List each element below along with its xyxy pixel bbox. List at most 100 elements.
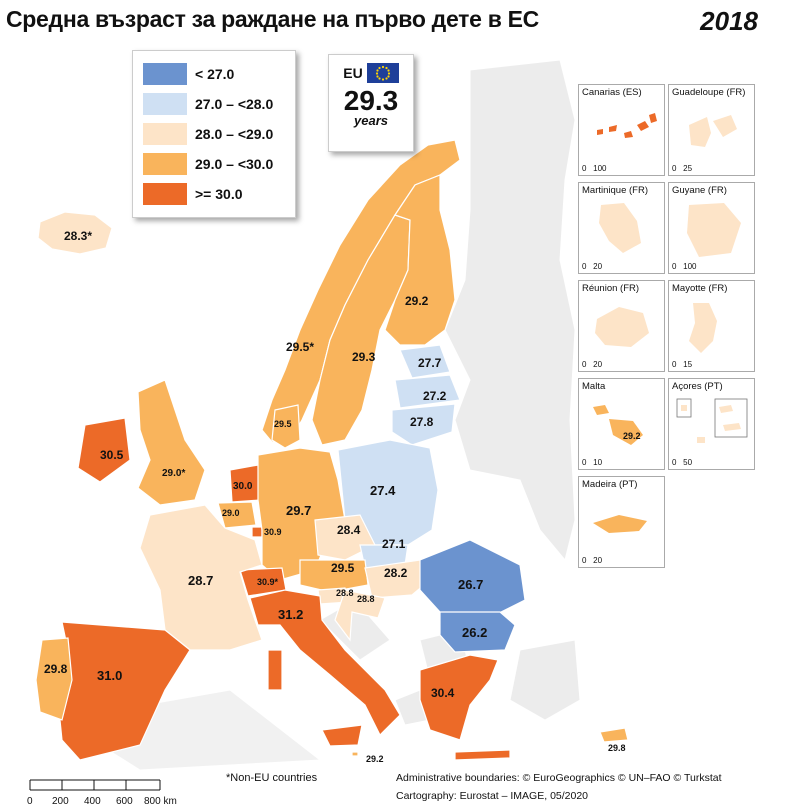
region-croatia [334,589,386,642]
region-romania [419,539,526,616]
inset-name: Guadeloupe (FR) [672,87,746,98]
value-denmark: 29.5 [274,419,292,429]
legend-item: >= 30.0 [143,183,243,205]
region-cyprus [599,727,629,743]
legend-swatch [143,123,187,145]
inset-reunion: Réunion (FR) 0 20 [578,280,665,372]
value-hungary: 28.2 [384,566,408,580]
eu-label: EU [343,65,363,81]
value-luxembourg: 30.9 [264,527,282,537]
legend-item: 29.0 – <30.0 [143,153,273,175]
region-ireland [77,417,131,483]
region-estonia [399,344,451,379]
inset-name: Guyane (FR) [672,185,727,196]
region-uk [137,379,206,506]
year-label: 2018 [700,6,758,36]
inset-name: Martinique (FR) [582,185,648,196]
legend-label: >= 30.0 [195,186,243,202]
value-czechia: 28.4 [337,523,361,537]
value-estonia: 27.7 [418,356,442,370]
region-norway [261,139,461,443]
legend-label: 27.0 – <28.0 [195,96,274,112]
inset-name: Mayotte (FR) [672,283,728,294]
legend-label: < 27.0 [195,66,235,82]
inset-scale: 0 10 [582,458,603,467]
inset-scale: 0 20 [582,360,603,369]
inset-canarias: Canarias (ES) 0 100 [578,84,665,176]
credits-boundaries: Administrative boundaries: © EuroGeograp… [396,772,722,784]
value-cyprus: 29.8 [608,743,626,753]
inset-name: Malta [582,381,606,392]
inset-madeira: Madeira (PT) 0 20 [578,476,665,568]
legend-swatch [143,153,187,175]
scale-label: 800 km [144,796,177,807]
value-portugal: 29.8 [44,662,68,676]
value-germany: 29.7 [286,503,312,518]
inset-malta: Malta 29.2 0 10 [578,378,665,470]
inset-scale: 0 25 [672,164,693,173]
value-norway: 29.5* [286,340,315,354]
inset-scale: 0 100 [582,164,607,173]
region-sicily [321,724,363,747]
legend-item: < 27.0 [143,63,234,85]
region-greece [419,654,499,741]
inset-name: Madeira (PT) [582,479,638,490]
inset-scale: 0 50 [672,458,693,467]
map-title: Средна възраст за раждане на първо дете … [6,6,539,32]
value-france: 28.7 [188,573,214,588]
region-sardinia [267,649,283,691]
value-finland: 29.2 [405,294,429,308]
value-spain: 31.0 [97,668,123,683]
region-malta [351,751,359,757]
legend-item: 28.0 – <29.0 [143,123,273,145]
value-lithuania: 27.8 [410,415,434,429]
inset-guyane: Guyane (FR) 0 100 [668,182,755,274]
value-slovenia: 28.8 [336,588,354,598]
legend-swatch [143,93,187,115]
value-netherlands: 30.0 [233,481,253,492]
region-finland [384,174,456,346]
region-portugal [35,637,73,721]
value-poland: 27.4 [370,483,396,498]
inset-name: Açores (PT) [672,381,723,392]
region-bulgaria [439,611,516,653]
eu-average-box: EU 29.3 years [328,54,414,152]
scale-label: 0 [27,796,33,807]
inset-martinique: Martinique (FR) 0 20 [578,182,665,274]
region-denmark [271,404,301,449]
inset-mayotte: Mayotte (FR) 0 15 [668,280,755,372]
region-crete [454,749,511,761]
legend: < 27.0 27.0 – <28.0 28.0 – <29.0 29.0 – … [132,50,296,218]
region-belgium [217,501,257,529]
value-latvia: 27.2 [423,389,447,403]
value-uk: 29.0* [162,468,186,479]
inset-name: Canarias (ES) [582,87,642,98]
scale-bar [29,779,161,791]
value-ireland: 30.5 [100,448,124,462]
eu-average-value: 29.3 [343,85,399,116]
inset-scale: 0 100 [672,262,697,271]
region-austria [299,559,369,593]
legend-swatch [143,63,187,85]
value-croatia: 28.8 [357,594,375,604]
value-greece: 30.4 [431,686,455,700]
eu-average-unit: years [354,113,388,128]
inset-scale: 0 20 [582,556,603,565]
region-france [139,504,263,651]
credits-cartography: Cartography: Eurostat – IMAGE, 05/2020 [396,790,589,802]
value-bulgaria: 26.2 [462,625,488,640]
region-luxembourg [251,526,263,538]
eu-flag-icon [366,63,399,83]
inset-guadeloupe: Guadeloupe (FR) 0 25 [668,84,755,176]
inset-acores: Açores (PT) 0 50 [668,378,755,470]
scale-label: 400 [84,796,101,807]
value-iceland: 28.3* [64,229,93,243]
footnote: *Non-EU countries [226,772,318,784]
value-italy: 31.2 [278,607,304,622]
value-malta-inset: 29.2 [623,431,641,441]
value-austria: 29.5 [331,561,355,575]
region-iceland [37,211,113,255]
legend-label: 29.0 – <30.0 [195,156,274,172]
scale-label: 600 [116,796,133,807]
